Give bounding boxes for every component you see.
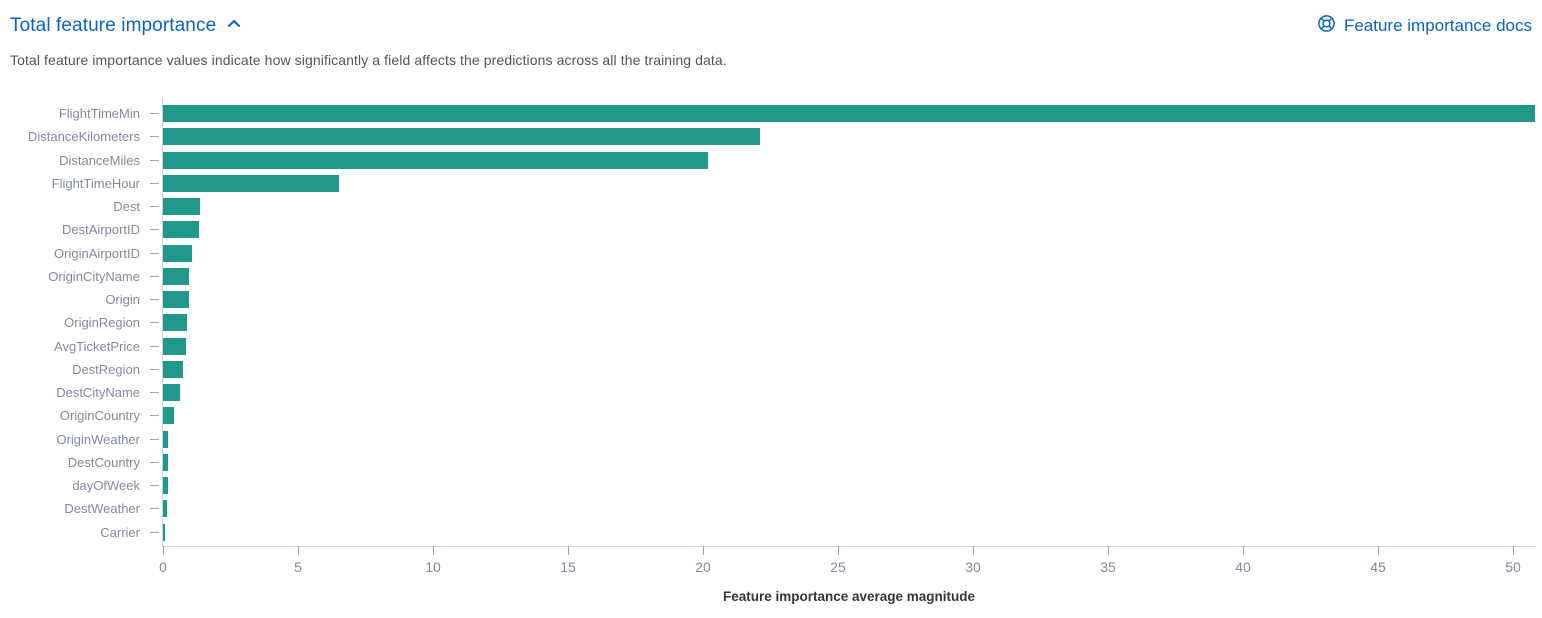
y-axis-tick — [150, 438, 159, 440]
y-axis-label: Origin — [105, 292, 140, 307]
feature-importance-docs-link[interactable]: Feature importance docs — [1317, 14, 1532, 38]
x-axis-tick — [163, 546, 164, 555]
y-axis-label: OriginAirportID — [54, 245, 140, 261]
x-axis-tick — [1513, 546, 1514, 555]
y-axis-tick — [150, 345, 159, 347]
y-axis-line — [162, 97, 163, 547]
y-axis-tick — [150, 368, 159, 370]
bar-Carrier[interactable] — [163, 523, 165, 541]
y-axis-label: OriginCountry — [59, 408, 140, 424]
x-axis-tick — [838, 546, 839, 555]
bar-dayOfWeek[interactable] — [163, 477, 168, 494]
y-axis-label: Dest — [113, 199, 140, 214]
y-axis-label: Carrier — [100, 524, 140, 540]
bar-DestAirportID[interactable] — [163, 221, 199, 239]
y-axis-label: DistanceKilometers — [28, 129, 140, 145]
y-axis-tick — [150, 229, 159, 231]
x-axis-tick-label: 25 — [830, 559, 846, 575]
x-axis-tick-label: 50 — [1505, 559, 1521, 575]
bar-DestWeather[interactable] — [163, 500, 168, 518]
panel-description: Total feature importance values indicate… — [10, 52, 727, 68]
y-axis-label: DestRegion — [72, 361, 140, 377]
bar-Origin[interactable] — [163, 291, 189, 308]
y-axis-tick — [150, 415, 159, 417]
bar-DestRegion[interactable] — [163, 360, 183, 378]
section-title: Total feature importance — [10, 15, 217, 36]
x-axis-tick-label: 15 — [560, 559, 576, 575]
x-axis-tick-label: 35 — [1100, 559, 1116, 575]
y-axis-tick — [150, 508, 159, 510]
y-axis-label: DestWeather — [64, 501, 140, 517]
x-axis-tick — [973, 546, 974, 555]
bar-DestCountry[interactable] — [163, 453, 168, 471]
y-axis-label: DestCityName — [56, 385, 140, 400]
x-axis-tick-label: 5 — [294, 559, 302, 575]
bar-Dest[interactable] — [163, 198, 200, 215]
bar-OriginCountry[interactable] — [163, 407, 175, 425]
section-collapse-toggle[interactable]: Total feature importance — [10, 14, 242, 38]
y-axis-label: FlightTimeMin — [58, 106, 140, 121]
help-lifebuoy-icon — [1317, 14, 1336, 38]
x-axis-title: Feature importance average magnitude — [722, 589, 976, 604]
bar-AvgTicketPrice[interactable] — [163, 337, 186, 355]
x-axis-line — [162, 546, 1536, 547]
bar-OriginRegion[interactable] — [163, 314, 187, 332]
x-axis-tick-label: 45 — [1370, 559, 1386, 575]
y-axis-tick — [150, 531, 159, 533]
y-axis-tick — [150, 159, 159, 161]
bar-DistanceKilometers[interactable] — [163, 128, 760, 146]
x-axis-tick-label: 10 — [425, 559, 441, 575]
y-axis-tick — [150, 206, 159, 207]
x-axis-tick — [433, 546, 434, 555]
bar-OriginCityName[interactable] — [163, 267, 190, 285]
bar-FlightTimeHour[interactable] — [163, 174, 339, 192]
y-axis-tick — [150, 113, 159, 114]
x-axis-tick-label: 20 — [695, 559, 711, 575]
y-axis-label: OriginCityName — [48, 268, 140, 284]
panel-header: Total feature importance Feature importa… — [10, 14, 1532, 38]
x-axis-tick — [568, 546, 569, 555]
x-axis-tick — [298, 546, 299, 555]
bar-OriginWeather[interactable] — [163, 430, 169, 448]
y-axis-tick — [150, 136, 159, 138]
y-axis-tick — [150, 322, 159, 324]
bar-DestCityName[interactable] — [163, 384, 180, 401]
x-axis-tick — [703, 546, 704, 555]
y-axis-label: OriginWeather — [56, 431, 140, 447]
x-axis-tick — [1378, 546, 1379, 555]
bar-FlightTimeMin[interactable] — [163, 105, 1535, 122]
y-axis-tick — [150, 182, 159, 184]
y-axis-label: FlightTimeHour — [51, 175, 140, 191]
y-axis-label: DistanceMiles — [59, 152, 140, 168]
x-axis-tick-label: 0 — [159, 559, 167, 575]
y-axis-tick — [150, 252, 159, 254]
x-axis-tick — [1108, 546, 1109, 555]
chevron-up-icon — [226, 16, 242, 38]
x-axis-tick-label: 40 — [1235, 559, 1251, 575]
y-axis-tick — [150, 485, 159, 486]
feature-importance-bar-chart: Feature importance average magnitude Fli… — [0, 97, 1542, 618]
y-axis-label: DestCountry — [67, 454, 140, 470]
y-axis-label: DestAirportID — [61, 222, 140, 238]
y-axis-tick — [150, 392, 159, 393]
docs-link-label: Feature importance docs — [1343, 16, 1532, 35]
y-axis-label: dayOfWeek — [72, 478, 140, 493]
x-axis-tick-label: 30 — [965, 559, 981, 575]
y-axis-label: AvgTicketPrice — [54, 338, 140, 354]
y-axis-tick — [150, 461, 159, 463]
y-axis-label: OriginRegion — [64, 315, 140, 331]
x-axis-tick — [1243, 546, 1244, 555]
y-axis-tick — [150, 299, 159, 300]
y-axis-tick — [150, 275, 159, 277]
bar-OriginAirportID[interactable] — [163, 244, 193, 262]
bar-DistanceMiles[interactable] — [163, 151, 709, 169]
